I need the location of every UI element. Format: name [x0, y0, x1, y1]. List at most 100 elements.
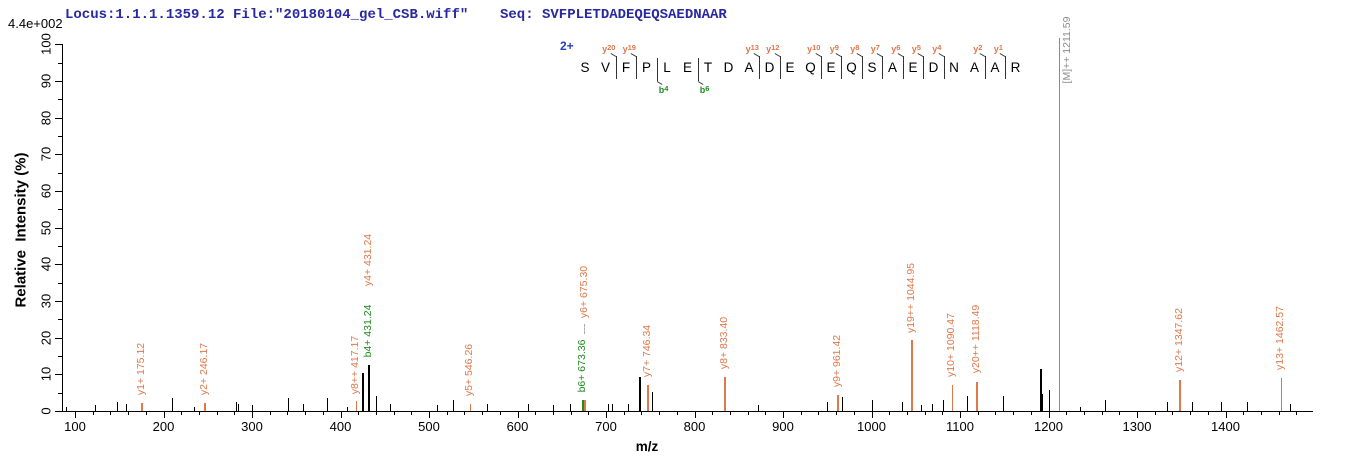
fragment-peak: [724, 376, 726, 411]
x-axis-minor-tick: [641, 411, 643, 415]
fragment-peak-label: y12+ 1347.62: [1172, 308, 1185, 373]
x-axis-tick-label: 1100: [946, 419, 974, 434]
x-axis-tick-label: 900: [772, 419, 794, 434]
x-axis-minor-tick: [145, 411, 147, 415]
x-axis-major-tick: [960, 411, 961, 418]
peak: [1080, 406, 1082, 411]
peak: [1039, 369, 1042, 411]
x-axis-minor-tick: [499, 411, 501, 415]
x-axis-major-tick: [783, 411, 784, 418]
peak: [1221, 401, 1223, 411]
x-axis-minor-tick: [570, 411, 572, 415]
y-axis-tick-label: 50: [38, 220, 54, 235]
peak: [612, 403, 614, 411]
x-axis-major-tick: [75, 411, 76, 418]
fragment-peak-label: y7+ 746.34: [640, 324, 653, 378]
y-ion-label: y4: [932, 43, 942, 54]
peak: [652, 391, 654, 411]
x-axis-minor-tick: [729, 411, 731, 415]
peak: [237, 403, 239, 411]
x-axis-minor-tick: [1030, 411, 1032, 415]
y-ion-label: y20: [602, 43, 616, 54]
fragment-peak-label: b4+ 431.24: [361, 304, 374, 358]
x-axis-minor-tick: [181, 411, 183, 415]
fragment-peak: [141, 402, 143, 411]
fragment-peak: [1280, 377, 1283, 411]
x-axis-minor-tick: [1083, 411, 1085, 415]
y-axis-minor-tick: [58, 392, 62, 394]
fragment-peak-label: y8++ 417.17: [348, 335, 361, 394]
y-axis-minor-tick: [58, 135, 62, 137]
x-axis-line: [62, 411, 1313, 412]
peak: [390, 403, 392, 411]
x-axis-minor-tick: [216, 411, 218, 415]
y-axis-tick-label: 40: [38, 257, 54, 272]
sequence-residue: A: [990, 60, 1000, 75]
peak: [193, 406, 195, 411]
x-axis-tick-label: 400: [329, 419, 352, 434]
x-axis-tick-label: 800: [683, 419, 706, 434]
sequence-residue: E: [682, 60, 693, 75]
peak: [1105, 399, 1107, 411]
x-axis-minor-tick: [1278, 411, 1280, 415]
peak: [1246, 401, 1248, 411]
peak: [346, 407, 348, 411]
y-axis-tick-label: 20: [38, 330, 54, 345]
x-axis-major-tick: [871, 411, 873, 418]
fragment-peak: [647, 384, 649, 411]
y-ion-bracket: [943, 56, 945, 79]
peak: [126, 403, 128, 411]
x-axis-major-tick: [252, 411, 253, 418]
fragment-peak: [204, 402, 206, 411]
x-axis-tick-label: 700: [595, 419, 617, 434]
y-ion-label: y2: [973, 43, 983, 54]
y-ion-bracket: [636, 56, 638, 79]
fragment-peak-label: y8+ 833.40: [717, 316, 730, 370]
sequence-residue: S: [867, 60, 877, 75]
peak: [872, 399, 874, 411]
sequence-residue: F: [621, 60, 631, 75]
x-axis-tick-label: 200: [152, 419, 175, 434]
precursor-line: [1058, 38, 1061, 411]
fragment-peak-label: y9+ 961.42: [830, 334, 843, 387]
sequence-residue: S: [580, 60, 590, 75]
x-axis-minor-tick: [889, 411, 891, 415]
y-ion-bracket: [882, 56, 884, 79]
y-axis-major-tick: [55, 117, 62, 119]
y-ion-label: y12: [766, 43, 780, 54]
fragment-peak-label: y13+ 1462.57: [1274, 306, 1287, 371]
y-axis-minor-tick: [58, 172, 62, 174]
x-axis-tick-label: 1000: [857, 419, 886, 434]
peak: [1290, 403, 1292, 411]
x-axis-minor-tick: [1190, 411, 1192, 415]
peak: [842, 397, 844, 411]
x-axis-tick-label: 1300: [1122, 419, 1152, 434]
b-ion-label: b4: [658, 84, 669, 95]
y-ion-label: y6: [891, 43, 901, 54]
fragment-peak: [582, 399, 584, 411]
x-axis-minor-tick: [1243, 411, 1245, 415]
peak: [236, 401, 238, 411]
x-axis-minor-tick: [1119, 411, 1121, 415]
y-ion-bracket: [759, 56, 761, 79]
peak: [487, 403, 489, 411]
x-axis-tick-label: 1400: [1211, 419, 1240, 434]
fragment-peak-label: y2+ 246.17: [197, 342, 210, 396]
x-axis-minor-tick: [676, 411, 678, 415]
peak: [252, 405, 253, 411]
x-axis-minor-tick: [305, 411, 307, 415]
peak: [569, 403, 571, 411]
sequence-residue: E: [785, 60, 795, 75]
peak: [375, 396, 377, 411]
x-axis-minor-tick: [287, 411, 289, 415]
peak: [943, 399, 945, 411]
x-axis-minor-tick: [393, 411, 395, 415]
x-axis-minor-tick: [552, 411, 554, 415]
y-ion-label: y1: [993, 43, 1003, 54]
peak: [1003, 396, 1005, 411]
sequence-residue: Q: [846, 60, 857, 75]
y-ion-bracket: [902, 56, 904, 79]
y-ion-label: y8: [850, 43, 860, 54]
x-axis-tick-label: 300: [241, 419, 263, 434]
x-axis-minor-tick: [234, 411, 236, 415]
